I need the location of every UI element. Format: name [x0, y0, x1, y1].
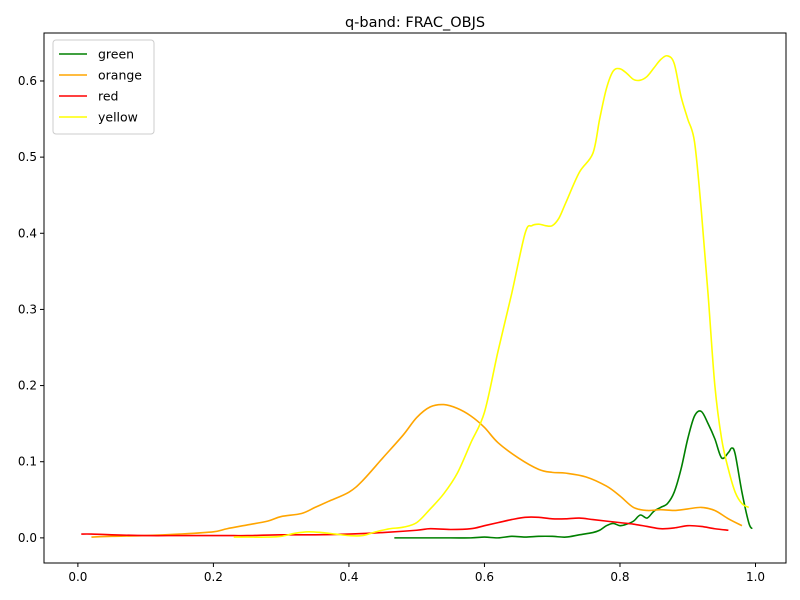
- y-tick-label: 0.6: [18, 74, 37, 88]
- legend-label-yellow: yellow: [98, 110, 138, 125]
- x-tick-label: 0.0: [68, 570, 87, 584]
- series-layer: [81, 54, 753, 539]
- x-tick-label: 0.8: [610, 570, 629, 584]
- x-tick-label: 0.6: [475, 570, 494, 584]
- x-tick-label: 0.2: [204, 570, 223, 584]
- y-tick-label: 0.5: [18, 150, 37, 164]
- y-tick-label: 0.0: [18, 531, 37, 545]
- legend-label-green: green: [98, 47, 134, 62]
- plot-frame: [43, 32, 787, 564]
- x-axis: 0.0 0.2 0.4 0.6 0.8 1.0: [68, 563, 765, 584]
- legend: green orange red yellow: [52, 39, 155, 135]
- y-tick-label: 0.2: [18, 379, 37, 393]
- series-line-orange: [91, 403, 743, 538]
- x-tick-label: 0.4: [339, 570, 358, 584]
- legend-label-red: red: [98, 89, 119, 104]
- legend-box: [52, 39, 155, 135]
- x-tick-label: 1.0: [746, 570, 765, 584]
- y-tick-label: 0.4: [18, 226, 37, 240]
- legend-label-orange: orange: [98, 68, 142, 83]
- chart-title: q-band: FRAC_OBJS: [345, 15, 485, 31]
- series-line-red: [81, 516, 729, 537]
- series-line-yellow: [233, 54, 750, 538]
- y-axis: 0.0 0.1 0.2 0.3 0.4 0.5 0.6: [18, 74, 44, 545]
- series-line-green: [394, 410, 753, 539]
- y-tick-label: 0.3: [18, 302, 37, 316]
- y-tick-label: 0.1: [18, 455, 37, 469]
